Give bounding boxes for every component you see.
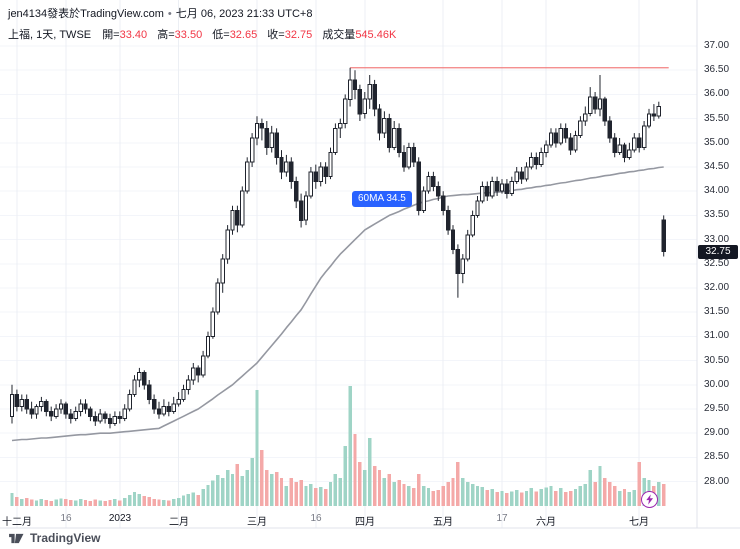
ma-indicator-label[interactable]: 60MA 34.5 <box>352 191 412 207</box>
price-axis-label: 33.00 <box>704 234 730 245</box>
ohlc-close: 收=32.75 <box>267 29 313 41</box>
lightning-bolt-icon <box>646 494 654 505</box>
time-axis-label: 十二月 <box>2 517 32 528</box>
price-axis-label: 36.50 <box>704 64 730 75</box>
price-axis-label: 32.50 <box>704 258 730 269</box>
ohlc-open: 開=33.40 <box>102 29 148 41</box>
time-axis-label: 五月 <box>433 517 453 528</box>
time-axis-label: 2023 <box>108 513 132 524</box>
axis-frame <box>0 0 740 529</box>
price-axis-label: 30.00 <box>704 379 730 390</box>
price-axis-label: 32.00 <box>704 282 730 293</box>
time-axis-label: 三月 <box>247 517 267 528</box>
time-axis-label: 四月 <box>355 517 375 528</box>
time-axis[interactable]: 十二月 16 2023 二月 三月 16 四月 五月 17 六月 七月 <box>0 511 697 528</box>
price-axis-label: 28.00 <box>704 476 730 487</box>
price-axis-label: 29.00 <box>704 427 730 438</box>
ohlc-volume: 成交量545.46K <box>322 29 397 41</box>
time-axis-label: 17 <box>496 513 508 524</box>
price-axis-label: 31.00 <box>704 330 730 341</box>
price-axis-label: 29.50 <box>704 403 730 414</box>
price-axis-label: 31.50 <box>704 306 730 317</box>
price-axis-label: 35.50 <box>704 113 730 124</box>
tradingview-logo-text: TradingView <box>30 531 101 545</box>
price-axis-label: 34.50 <box>704 161 730 172</box>
flash-icon[interactable] <box>641 491 658 508</box>
price-axis-label: 36.00 <box>704 88 730 99</box>
price-axis[interactable]: 37.00 36.50 36.00 35.50 35.00 34.50 34.00 33.50… <box>697 0 740 528</box>
candles-layer <box>9 67 666 429</box>
symbol-info-bar: 上福, 1天, TWSE 開=33.40 高=33.50 低=32.65 收=3… <box>8 26 403 42</box>
price-axis-label: 28.50 <box>704 451 730 462</box>
snapshot-byline: jen4134發表於TradingView.com • 七月 06, 2023 21… <box>8 5 312 21</box>
price-axis-label: 30.50 <box>704 355 730 366</box>
time-axis-label: 七月 <box>629 517 649 528</box>
time-axis-label: 六月 <box>536 517 556 528</box>
price-axis-label: 37.00 <box>704 40 730 51</box>
price-axis-label: 34.00 <box>704 185 730 196</box>
tradingview-logo-icon <box>9 533 24 543</box>
ohlc-high: 高=33.50 <box>157 29 203 41</box>
ma60-line <box>11 166 664 442</box>
last-price-label: 32.75 <box>698 245 738 259</box>
byline-separator: • <box>167 8 172 20</box>
tradingview-logo[interactable]: TradingView <box>8 531 100 545</box>
symbol-title: 上福, 1天, TWSE <box>8 29 92 41</box>
time-axis-label: 16 <box>60 513 72 524</box>
ohlc-low: 低=32.65 <box>212 29 258 41</box>
price-axis-label: 35.00 <box>704 137 730 148</box>
time-axis-label: 16 <box>310 513 322 524</box>
snapshot-datetime: 七月 06, 2023 21:33 UTC+8 <box>175 8 313 20</box>
volume-layer <box>10 386 666 506</box>
time-axis-label: 二月 <box>169 517 189 528</box>
price-axis-label: 33.50 <box>704 209 730 220</box>
byline-text: jen4134發表於TradingView.com <box>8 8 164 20</box>
